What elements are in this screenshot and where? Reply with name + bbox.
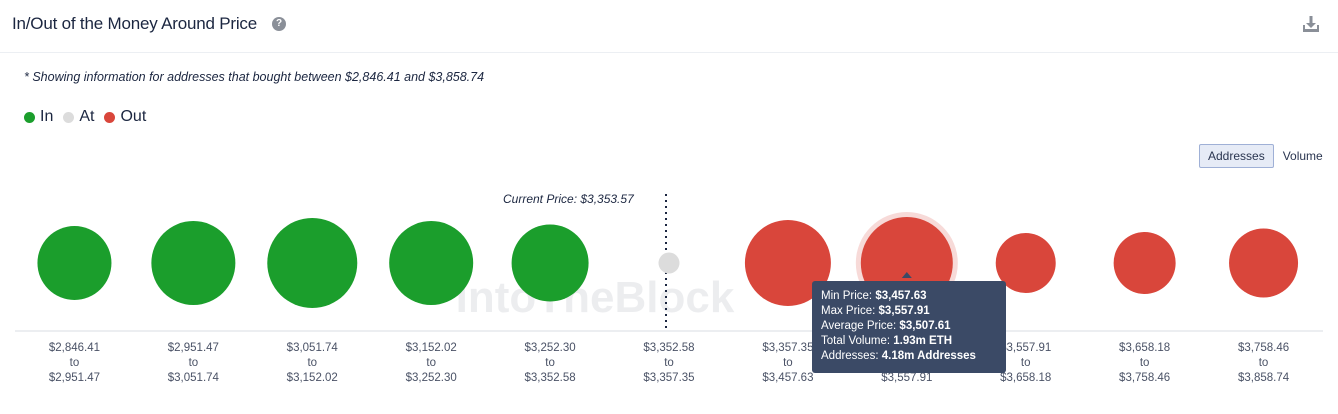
addresses-toggle-button[interactable]: Addresses [1199, 144, 1274, 168]
bubble-in-3[interactable] [389, 221, 474, 305]
tick-label-to: $3,457.63 [762, 372, 813, 384]
tick-label-from: $3,557.91 [1000, 342, 1051, 354]
bucket-tooltip: Min Price: $3,457.63 Max Price: $3,557.9… [812, 281, 1006, 373]
tooltip-vol-row: Total Volume: 1.93m ETH [821, 334, 1006, 349]
tooltip-vol-value: 1.93m ETH [893, 335, 953, 347]
legend-dot-in [24, 111, 35, 123]
tick-connector: to [426, 357, 436, 369]
tick-label-from: $3,357.35 [762, 342, 813, 354]
tick-label-from: $2,846.41 [49, 342, 100, 354]
tooltip-max-label: Max Price: [821, 305, 876, 317]
tick-label-to: $3,557.91 [881, 372, 932, 384]
bubble-out-8[interactable] [995, 233, 1056, 293]
bubble-in-4[interactable] [511, 224, 589, 302]
watermark-text: IntoTheBlock [456, 273, 735, 322]
chart-title: In/Out of the Money Around Price [12, 14, 257, 33]
download-icon[interactable] [1302, 15, 1320, 33]
tooltip-min-label: Min Price: [821, 290, 873, 302]
tick-connector: to [1140, 357, 1150, 369]
tick-connector: to [664, 357, 674, 369]
tooltip-vol-label: Total Volume: [821, 335, 891, 347]
current-price-label: Current Price: $3,353.57 [503, 192, 634, 206]
legend-dot-at [63, 111, 75, 123]
legend-item-at[interactable]: At [63, 108, 94, 126]
bubble-out-10[interactable] [1229, 228, 1299, 298]
tick-label-from: $3,152.02 [406, 342, 457, 354]
help-icon[interactable]: ? [272, 17, 286, 31]
tick-label-to: $3,858.74 [1238, 372, 1290, 384]
bubble-in-1[interactable] [151, 221, 236, 305]
tick-label-from: $3,758.46 [1238, 342, 1289, 354]
tooltip-addr-label: Addresses: [821, 350, 879, 362]
bubble-out-9[interactable] [1113, 232, 1176, 294]
tick-label-from: $3,252.30 [525, 342, 576, 354]
tick-label-to: $2,951.47 [49, 372, 100, 384]
legend-item-in[interactable]: In [24, 108, 53, 126]
volume-toggle-button[interactable]: Volume [1282, 149, 1323, 163]
tick-label-to: $3,252.30 [406, 372, 457, 384]
bubble-chart: IntoTheBlock $2,846.41 to $2,951.47 $2,951.… [15, 194, 1323, 384]
tick-connector: to [1021, 357, 1031, 369]
legend-label-in: In [40, 108, 54, 125]
tick-label-to: $3,051.74 [168, 372, 220, 384]
tooltip-max-value: $3,557.91 [878, 305, 930, 317]
tick-connector: to [545, 357, 555, 369]
tooltip-addr-value: 4.18m Addresses [881, 350, 976, 362]
tick-label-to: $3,758.46 [1119, 372, 1170, 384]
legend-label-out: Out [120, 108, 147, 125]
tooltip-avg-row: Average Price: $3,507.61 [821, 319, 1006, 334]
watermark: IntoTheBlock [456, 273, 735, 322]
tooltip-min-value: $3,457.63 [875, 290, 927, 302]
tick-label-from: $2,951.47 [168, 342, 219, 354]
tooltip-max-row: Max Price: $3,557.91 [821, 304, 1006, 319]
tick-connector: to [1259, 357, 1269, 369]
tick-label-to: $3,152.02 [287, 372, 338, 384]
legend: In At Out [24, 108, 156, 126]
legend-label-at: At [79, 108, 95, 125]
tooltip-pointer [901, 272, 912, 278]
tooltip-min-row: Min Price: $3,457.63 [821, 289, 1006, 304]
chart-header: In/Out of the Money Around Price ? [0, 0, 1338, 53]
legend-dot-out [104, 111, 116, 123]
tick-connector: to [783, 357, 793, 369]
bubble-in-2[interactable] [267, 218, 358, 308]
tick-connector: to [307, 357, 317, 369]
bubble-at-5[interactable] [658, 252, 680, 274]
tooltip-addr-row: Addresses: 4.18m Addresses [821, 349, 1006, 364]
tick-label-to: $3,357.35 [643, 372, 694, 384]
tick-label-from: $3,658.18 [1119, 342, 1170, 354]
bubble-in-0[interactable] [37, 226, 112, 300]
tick-connector: to [189, 357, 199, 369]
tick-connector: to [70, 357, 80, 369]
tick-label-to: $3,352.58 [525, 372, 576, 384]
tick-label-from: $3,051.74 [287, 342, 339, 354]
address-range-note: * Showing information for addresses that… [24, 70, 485, 84]
tooltip-avg-value: $3,507.61 [899, 320, 951, 332]
tooltip-avg-label: Average Price: [821, 320, 897, 332]
tick-label-from: $3,352.58 [643, 342, 694, 354]
metric-toggle: Addresses Volume [1199, 144, 1332, 168]
bubble-out-6[interactable] [744, 220, 831, 306]
tick-label-to: $3,658.18 [1000, 372, 1051, 384]
legend-item-out[interactable]: Out [104, 108, 146, 126]
